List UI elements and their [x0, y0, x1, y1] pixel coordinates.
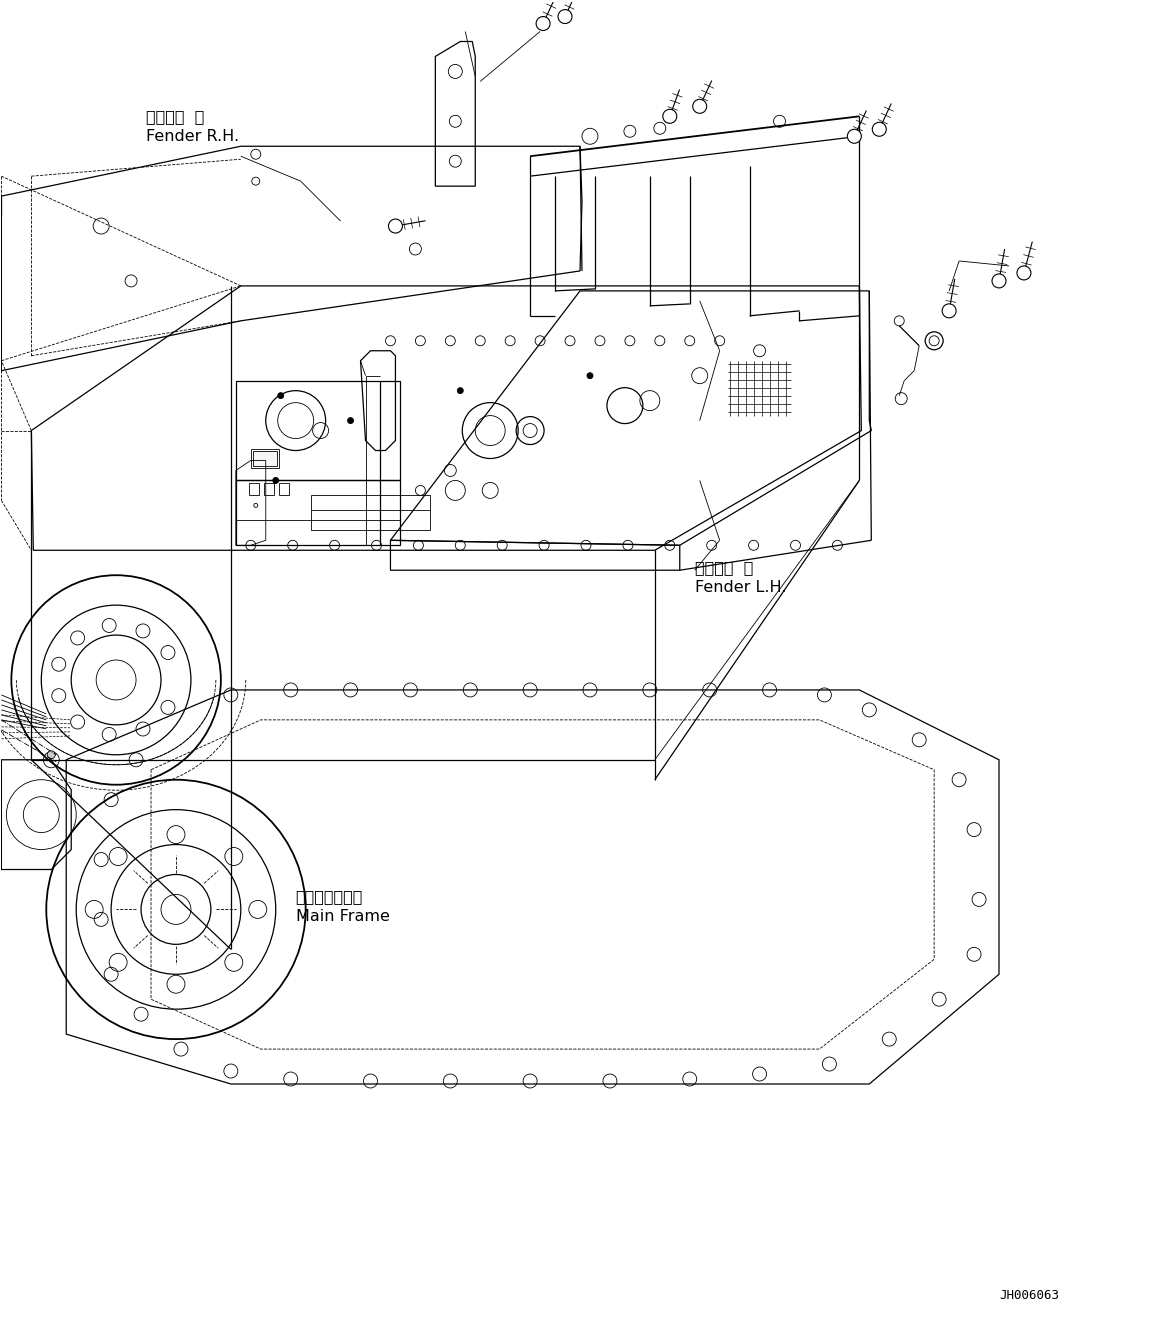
Circle shape — [587, 372, 593, 379]
Bar — [311, 495, 430, 531]
Circle shape — [457, 387, 463, 394]
Bar — [279, 483, 288, 495]
Bar — [251, 448, 279, 468]
Bar — [236, 480, 400, 545]
Circle shape — [693, 100, 707, 113]
Circle shape — [348, 418, 354, 423]
Circle shape — [278, 392, 284, 399]
Bar — [236, 380, 400, 480]
Circle shape — [48, 751, 56, 759]
Circle shape — [992, 274, 1006, 287]
Bar — [252, 451, 277, 467]
Text: フェンダ  左: フェンダ 左 — [694, 560, 754, 576]
Text: フェンダ  右: フェンダ 右 — [147, 109, 205, 124]
Circle shape — [388, 219, 402, 233]
Circle shape — [273, 477, 279, 483]
Text: メインフレーム: メインフレーム — [295, 890, 363, 904]
Circle shape — [1016, 266, 1030, 279]
Circle shape — [872, 122, 886, 136]
Circle shape — [558, 9, 572, 24]
Bar — [264, 483, 273, 495]
Text: Fender L.H.: Fender L.H. — [694, 580, 786, 596]
Circle shape — [848, 129, 862, 144]
Circle shape — [942, 303, 956, 318]
Text: Main Frame: Main Frame — [295, 910, 390, 924]
Text: JH006063: JH006063 — [999, 1289, 1059, 1302]
Circle shape — [663, 109, 677, 124]
Bar — [249, 483, 259, 495]
Circle shape — [536, 16, 550, 31]
Text: Fender R.H.: Fender R.H. — [147, 129, 240, 144]
